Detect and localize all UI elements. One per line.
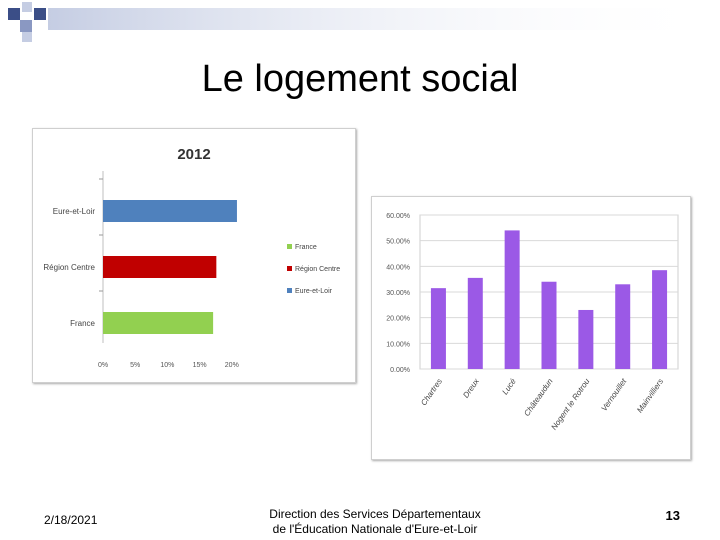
x-category-label: Vernouillet [599,376,628,413]
legend-swatch [287,244,292,249]
page-number: 13 [665,508,680,523]
footer-organization: Direction des Services Départementaux de… [250,507,500,537]
legend-label: Région Centre [295,266,340,273]
x-tick-label: 20% [225,362,239,369]
legend-swatch [287,266,292,271]
bar-6 [652,270,668,369]
title-bar-decoration [8,2,720,42]
chart-2012-svg: 2012 Eure-et-Loir Région Centre France 0% 5% 1… [43,146,340,369]
chart-communes-svg: 0.00% 10.00% 20.00% 30.00% 40.00% 50.00% 60.00… [386,213,679,432]
x-tick-label: 5% [130,362,140,369]
x-category-label: Dreux [461,376,481,399]
legend-label: France [295,244,317,251]
slide-title: Le logement social [201,58,519,100]
y-tick-label: 20.00% [386,316,410,323]
bar-3 [541,281,557,369]
y-tick-label: 0.00% [390,367,410,374]
chart-communes-vertical: 0.00% 10.00% 20.00% 30.00% 40.00% 50.00% 60.00… [371,196,691,460]
legend-label: Eure-et-Loir [295,288,333,295]
category-label: France [70,319,95,328]
y-tick-label: 10.00% [386,341,410,348]
x-category-label: Mainvilliers [635,377,665,415]
x-category-label: Châteaudun [522,377,555,418]
footer-org-line2: de l'Éducation Nationale d'Eure-et-Loir [272,522,478,536]
x-tick-label: 10% [160,362,174,369]
category-label: Eure-et-Loir [53,207,96,216]
bar-2 [504,230,520,369]
bar-eure-et-loir [103,200,237,222]
x-tick-label: 0% [98,362,108,369]
x-category-label: Nogent le Rotrou [549,377,591,432]
y-tick-label: 50.00% [386,239,410,246]
bar-1 [467,277,483,369]
legend-swatch [287,288,292,293]
chart-2012-horizontal: 2012 Eure-et-Loir Région Centre France 0% 5% 1… [32,128,356,383]
x-category-label: Lucé [500,377,518,397]
y-tick-label: 30.00% [386,290,410,297]
x-category-label: Chartres [419,377,444,407]
footer-date: 2/18/2021 [44,513,98,527]
bar-0 [430,288,446,369]
category-label: Région Centre [43,263,95,272]
bar-4 [578,309,594,369]
chart-title: 2012 [177,146,210,163]
bar-5 [615,284,631,369]
x-tick-label: 15% [193,362,207,369]
y-tick-label: 40.00% [386,264,410,271]
bar-france [103,312,214,334]
y-tick-label: 60.00% [386,213,410,220]
footer-org-line1: Direction des Services Départementaux [269,507,481,521]
bar-r-gion-centre [103,256,217,278]
